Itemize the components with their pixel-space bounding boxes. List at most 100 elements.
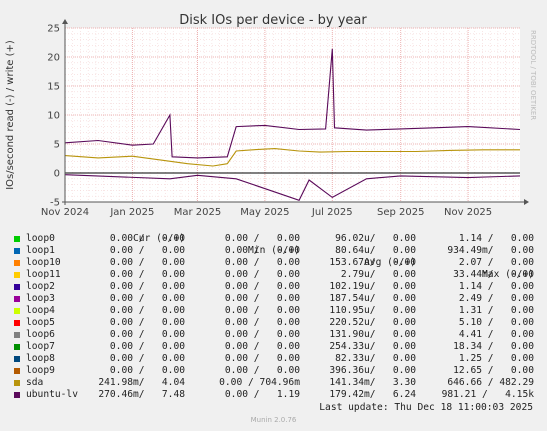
legend-header: Cur (-/+) Min (-/+) Avg (-/+) Max (-/+) bbox=[10, 221, 540, 280]
legend-row-loop7: loop7 0.00 / 0.00 0.00 / 0.00 254.33u/ 0.00… bbox=[10, 341, 540, 353]
legend-swatch bbox=[14, 272, 20, 278]
legend-avg: 220.52u/ 0.00 bbox=[329, 317, 416, 328]
legend-max: 5.10 / 0.00 bbox=[458, 317, 534, 328]
legend-swatch bbox=[14, 368, 20, 374]
legend-max: 646.66 / 482.29 bbox=[447, 377, 534, 388]
legend-cur: 270.46m/ 7.48 bbox=[98, 389, 185, 400]
legend-min: 0.00 / 0.00 bbox=[224, 317, 300, 328]
legend-name: loop7 bbox=[26, 341, 55, 352]
x-tick-label: Nov 2024 bbox=[41, 207, 89, 218]
legend-max: 18.34 / 0.00 bbox=[453, 341, 534, 352]
legend-name: loop0 bbox=[26, 233, 55, 244]
legend-avg: 179.42m/ 6.24 bbox=[329, 389, 416, 400]
x-tick-label: Jul 2025 bbox=[311, 207, 353, 218]
legend-row-loop10: loop10 0.00 / 0.00 0.00 / 0.00 153.67u/ 0.0… bbox=[10, 257, 540, 269]
legend-row-loop9: loop9 0.00 / 0.00 0.00 / 0.00 396.36u/ 0.00… bbox=[10, 365, 540, 377]
legend-avg: 110.95u/ 0.00 bbox=[329, 305, 416, 316]
y-tick-label: 5 bbox=[54, 140, 60, 151]
legend-max: 4.41 / 0.00 bbox=[458, 329, 534, 340]
legend-avg: 254.33u/ 0.00 bbox=[329, 341, 416, 352]
legend-swatch bbox=[14, 236, 20, 242]
legend-min: 0.00 / 0.00 bbox=[224, 245, 300, 256]
legend-swatch bbox=[14, 332, 20, 338]
legend-avg: 141.34m/ 3.30 bbox=[329, 377, 416, 388]
legend-cur: 0.00 / 0.00 bbox=[109, 245, 185, 256]
legend-swatch bbox=[14, 380, 20, 386]
legend-swatch bbox=[14, 356, 20, 362]
legend-cur: 0.00 / 0.00 bbox=[109, 281, 185, 292]
last-update: Last update: Thu Dec 18 11:00:03 2025 bbox=[319, 402, 533, 413]
legend-name: loop11 bbox=[26, 269, 61, 280]
legend-table: Cur (-/+) Min (-/+) Avg (-/+) Max (-/+) … bbox=[10, 221, 540, 401]
legend-swatch bbox=[14, 308, 20, 314]
legend-name: loop4 bbox=[26, 305, 55, 316]
legend-max: 2.07 / 0.00 bbox=[458, 257, 534, 268]
legend-min: 0.00 / 0.00 bbox=[224, 281, 300, 292]
footer-version: Munin 2.0.76 bbox=[250, 416, 297, 424]
legend-cur: 0.00 / 0.00 bbox=[109, 365, 185, 376]
legend-swatch bbox=[14, 284, 20, 290]
legend-cur: 0.00 / 0.00 bbox=[109, 353, 185, 364]
legend-header-min: Min (-/+) bbox=[248, 245, 300, 256]
legend-header-avg: Avg (-/+) bbox=[364, 257, 416, 268]
legend-cur: 0.00 / 0.00 bbox=[109, 257, 185, 268]
legend-min: 0.00 / 0.00 bbox=[224, 353, 300, 364]
y-tick-label: 15 bbox=[47, 82, 60, 93]
legend-name: loop2 bbox=[26, 281, 55, 292]
x-tick-label: Jan 2025 bbox=[109, 207, 154, 218]
legend-max: 1.25 / 0.00 bbox=[458, 353, 534, 364]
y-axis-label: IOs/second read (-) / write (+) bbox=[5, 40, 16, 190]
y-tick-label: -5 bbox=[50, 198, 60, 209]
legend-swatch bbox=[14, 260, 20, 266]
legend-avg: 187.54u/ 0.00 bbox=[329, 293, 416, 304]
legend-name: loop10 bbox=[26, 257, 61, 268]
legend-row-loop11: loop11 0.00 / 0.00 0.00 / 0.00 2.79u/ 0.00 3… bbox=[10, 269, 540, 281]
legend-cur: 0.00 / 0.00 bbox=[109, 317, 185, 328]
legend-name: loop5 bbox=[26, 317, 55, 328]
legend-row-loop2: loop2 0.00 / 0.00 0.00 / 0.00 102.19u/ 0.00… bbox=[10, 281, 540, 293]
legend-min: 0.00 / 0.00 bbox=[224, 257, 300, 268]
y-tick-label: 0 bbox=[54, 169, 60, 180]
legend-min: 0.00 / 0.00 bbox=[224, 269, 300, 280]
legend-max: 1.31 / 0.00 bbox=[458, 305, 534, 316]
watermark-text: RRDTOOL / TOBI OETIKER bbox=[529, 30, 537, 120]
x-tick-label: Sep 2025 bbox=[377, 207, 424, 218]
legend-row-loop6: loop6 0.00 / 0.00 0.00 / 0.00 131.90u/ 0.00… bbox=[10, 329, 540, 341]
legend-row-loop8: loop8 0.00 / 0.00 0.00 / 0.00 82.33u/ 0.00 1… bbox=[10, 353, 540, 365]
series-line-ubuntu-lv-read bbox=[64, 174, 521, 201]
legend-rows: loop0 0.00 / 0.00 0.00 / 0.00 96.02u/ 0.00 1… bbox=[10, 233, 540, 401]
legend-max: 981.21 / 4.15k bbox=[441, 389, 534, 400]
legend-max: 934.49m/ 0.00 bbox=[447, 245, 534, 256]
series-line-ubuntu-lv-write bbox=[64, 48, 521, 159]
legend-name: loop9 bbox=[26, 365, 55, 376]
y-tick-label: 25 bbox=[47, 24, 60, 35]
legend-min: 0.00 / 0.00 bbox=[224, 233, 300, 244]
series-line-sda-write bbox=[64, 148, 520, 167]
legend-name: loop3 bbox=[26, 293, 55, 304]
legend-min: 0.00 / 0.00 bbox=[224, 305, 300, 316]
legend-row-loop0: loop0 0.00 / 0.00 0.00 / 0.00 96.02u/ 0.00 1… bbox=[10, 233, 540, 245]
legend-swatch bbox=[14, 392, 20, 398]
legend-avg: 96.02u/ 0.00 bbox=[335, 233, 416, 244]
chart-title: Disk IOs per device - by year bbox=[179, 13, 367, 28]
legend-name: sda bbox=[26, 377, 44, 388]
legend-avg: 80.64u/ 0.00 bbox=[335, 245, 416, 256]
legend-min: 0.00 / 704.96m bbox=[219, 377, 300, 388]
legend-min: 0.00 / 0.00 bbox=[224, 341, 300, 352]
legend-swatch bbox=[14, 296, 20, 302]
legend-max: 1.14 / 0.00 bbox=[458, 233, 534, 244]
legend-cur: 0.00 / 0.00 bbox=[109, 341, 185, 352]
legend-avg: 396.36u/ 0.00 bbox=[329, 365, 416, 376]
legend-row-ubuntu-lv: ubuntu-lv 270.46m/ 7.48 0.00 / 1.19 179.42m… bbox=[10, 389, 540, 401]
x-tick-label: May 2025 bbox=[240, 207, 289, 218]
legend-header-cur: Cur (-/+) bbox=[133, 233, 185, 244]
legend-name: ubuntu-lv bbox=[26, 389, 78, 400]
legend-avg: 82.33u/ 0.00 bbox=[335, 353, 416, 364]
legend-row-loop4: loop4 0.00 / 0.00 0.00 / 0.00 110.95u/ 0.00… bbox=[10, 305, 540, 317]
y-tick-labels: -5 0 5 10 15 20 25 bbox=[47, 24, 60, 209]
legend-swatch bbox=[14, 320, 20, 326]
legend-cur: 0.00 / 0.00 bbox=[109, 233, 185, 244]
x-tick-labels: Nov 2024 Jan 2025 Mar 2025 May 2025 Jul 2025… bbox=[41, 207, 492, 218]
legend-cur: 0.00 / 0.00 bbox=[109, 305, 185, 316]
